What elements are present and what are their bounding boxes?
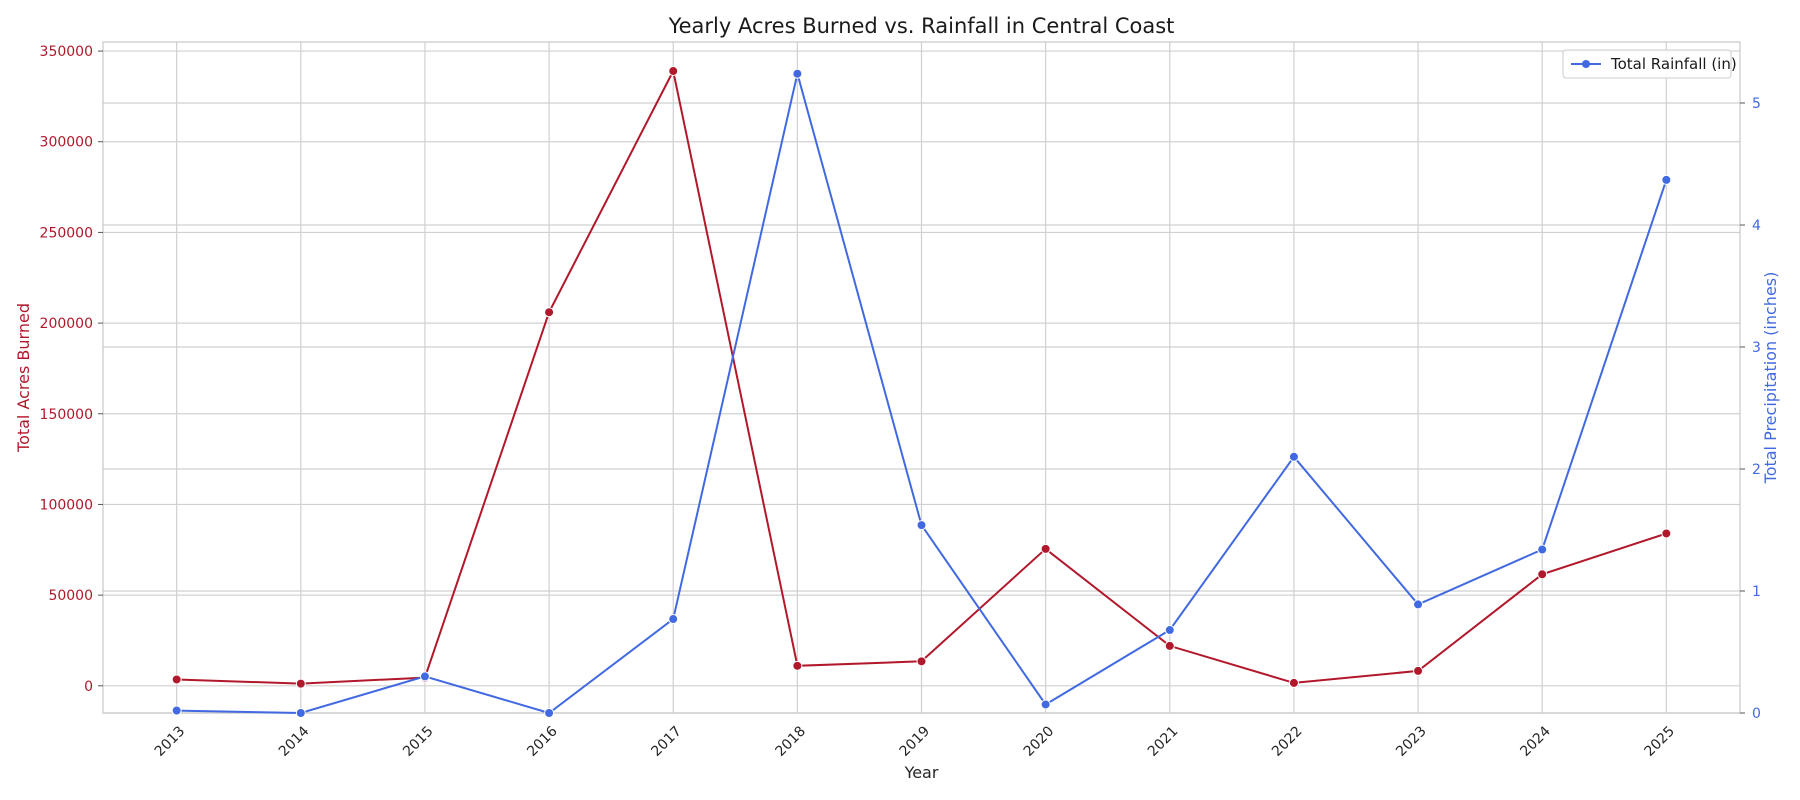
x-tick-label: 2013 [152,723,189,760]
x-tick-label: 2018 [773,723,810,760]
series-point-0 [171,674,182,685]
right-tick-label: 1 [1752,584,1761,600]
legend-label: Total Rainfall (in) [1610,55,1737,73]
series-point-1 [792,68,803,79]
x-tick-label: 2022 [1269,723,1306,760]
series-point-1 [916,520,927,531]
x-tick-label: 2014 [276,723,313,760]
left-tick-label: 350000 [40,44,93,60]
series-point-1 [1164,625,1175,636]
right-tick-label: 0 [1752,706,1761,722]
x-tick-label: 2017 [648,723,685,760]
series-point-0 [916,656,927,667]
series-point-1 [295,708,306,718]
x-tick-label: 2015 [400,723,437,760]
series-point-1 [1413,599,1424,610]
series-point-0 [544,307,555,318]
series-point-0 [668,66,679,77]
x-tick-label: 2025 [1641,723,1678,760]
left-tick-label: 300000 [40,135,93,151]
left-tick-label: 50000 [48,588,93,604]
series-point-0 [1413,665,1424,676]
series-point-0 [1661,528,1672,539]
right-tick-label: 5 [1752,96,1761,112]
series-point-1 [1288,451,1299,462]
left-y-axis-label: Total Acres Burned [14,303,33,453]
series-point-0 [295,678,306,689]
left-tick-label: 100000 [40,497,93,513]
chart-title: Yearly Acres Burned vs. Rainfall in Cent… [668,14,1175,38]
x-tick-label: 2016 [524,723,561,760]
legend-box [1562,49,1732,79]
x-tick-label: 2023 [1393,723,1430,760]
series-point-1 [1661,174,1672,185]
series-point-0 [1164,640,1175,651]
legend: Total Rainfall (in) [1562,49,1737,79]
right-axis-ticks: 0 1 2 3 4 5 [1740,96,1761,722]
left-tick-label: 200000 [40,316,93,332]
x-axis-label: Year [904,763,939,782]
left-tick-label: 0 [84,679,93,695]
series-point-0 [1040,543,1051,554]
right-tick-label: 3 [1752,340,1761,356]
left-tick-label: 150000 [40,407,93,423]
left-axis-ticks: 0 50000 100000 150000 200000 250000 300000 3500… [40,44,103,695]
right-tick-label: 2 [1752,462,1761,478]
series-point-1 [1537,544,1548,555]
x-tick-label: 2021 [1145,723,1182,760]
series-layer [171,66,1672,718]
series-point-1 [668,614,679,625]
x-tick-label: 2020 [1021,723,1058,760]
x-tick-label: 2019 [897,723,934,760]
x-tick-label: 2024 [1517,723,1554,760]
right-tick-label: 4 [1752,218,1761,234]
left-tick-label: 250000 [40,225,93,241]
right-y-axis-label: Total Precipitation (inches) [1761,272,1780,485]
series-point-0 [1288,677,1299,688]
series-point-1 [171,705,182,716]
series-point-0 [1537,569,1548,580]
legend-swatch-marker [1582,60,1590,68]
plot-frame [102,41,1741,714]
series-point-1 [544,708,555,718]
series-point-0 [792,660,803,671]
x-axis-ticks: 2013 2014 2015 2016 2017 2018 2019 2020 2021 2022… [152,723,1678,760]
series-point-1 [419,671,430,682]
series-point-1 [1040,699,1051,710]
